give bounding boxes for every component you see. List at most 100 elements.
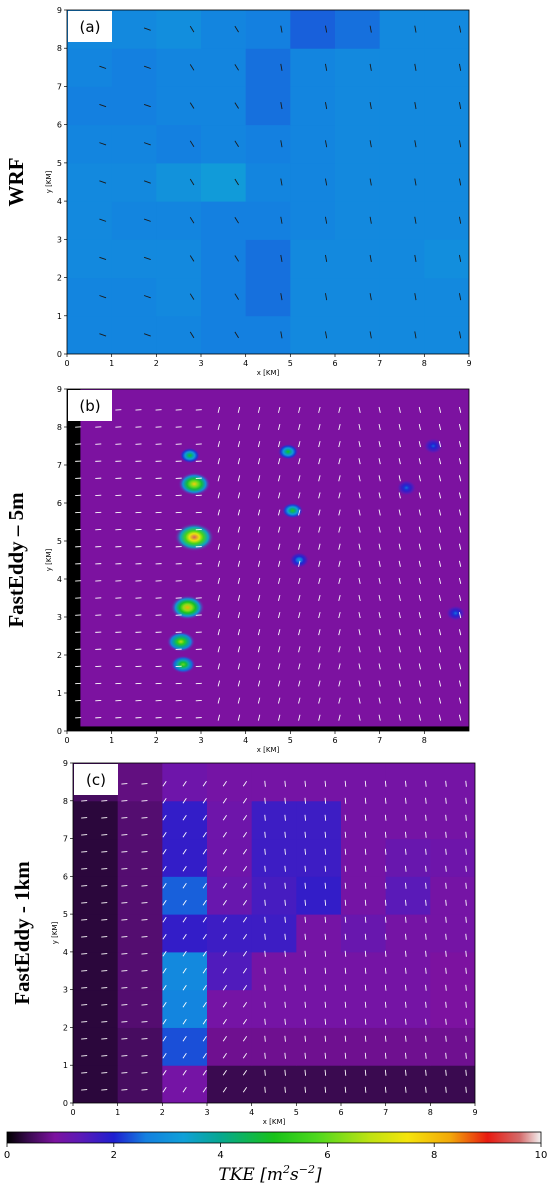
wind-vectors [81,780,467,1093]
wind-arrow [344,1035,347,1042]
wind-arrow [364,1018,367,1025]
wind-arrow [304,1001,307,1008]
wind-arrow [298,492,301,499]
colorbar-tick-label: 6 [324,1150,330,1161]
wind-arrow [338,560,341,567]
tke-cell [117,914,163,953]
wind-arrow [304,933,307,940]
tke-cell [385,838,431,877]
wind-arrow [364,848,367,855]
wind-arrow [237,697,241,704]
wind-arrow [234,255,239,262]
wind-arrow [257,441,261,448]
wind-arrow [344,1052,347,1059]
wind-arrow [304,831,307,838]
wind-arrow [438,406,442,413]
tke-cell [424,239,469,279]
tke-cell [341,1027,387,1066]
wind-arrow [358,680,361,687]
wind-arrow [284,950,286,957]
wind-arrow [445,1086,447,1093]
wind-arrow [182,832,187,838]
wind-arrow [458,475,462,482]
wind-arrow [304,1035,307,1042]
wind-arrow [298,509,301,516]
wind-arrow [445,848,447,855]
tke-cell [111,201,157,240]
wind-arrow [458,492,462,499]
wind-arrow [438,714,442,721]
y-tick-label: 3 [57,235,62,244]
wind-arrow [364,1001,367,1008]
wind-arrow [344,933,347,940]
wind-arrow [143,295,151,299]
wind-arrow [284,967,286,974]
tke-cell [67,277,113,317]
wind-arrow [344,882,347,889]
wind-arrow [280,293,283,301]
wind-arrow [418,509,421,516]
wind-arrow [189,255,195,262]
wind-arrow [264,1052,266,1059]
wind-arrow [237,577,241,584]
tke-cell [430,951,475,991]
tke-cell [341,800,387,840]
wind-arrow [162,1019,167,1025]
wind-arrow [398,680,401,687]
tke-cell [385,876,431,915]
tke-cell [430,1065,475,1103]
wind-arrow [278,543,281,550]
tke-hotspot [423,438,444,454]
wind-arrow [242,934,248,940]
wind-arrow [242,951,248,957]
wind-arrow [465,865,467,872]
wind-arrow [405,1086,407,1093]
wind-arrow [364,916,367,923]
panel-a: (a) 0 1 2 3 4 5 6 7 8 9 0 1 2 3 4 5 6 7 8 9 x [KM] y [KM] WRF [4,6,472,377]
wind-arrow [398,543,401,550]
tke-cell [296,1027,342,1066]
wind-arrow [384,848,387,855]
tke-cell [251,951,297,991]
wind-arrow [384,1035,387,1042]
tke-cell [335,86,381,126]
tke-cell [156,239,202,279]
tke-cell [117,763,163,802]
wind-arrow [264,865,266,872]
tke-hotspot [170,595,205,620]
wind-arrow [458,697,462,704]
wind-arrow [445,831,447,838]
tke-cell [341,989,387,1028]
wind-arrow [358,629,361,636]
wind-arrow [465,916,467,923]
wind-arrow [298,663,301,670]
wind-arrow [162,798,167,804]
tke-cell [335,277,381,317]
wind-arrow [384,797,387,804]
tke-cell [430,763,475,802]
wind-arrow [284,814,286,821]
wind-arrow [378,458,381,465]
wind-arrow [217,560,221,567]
wind-arrow [304,1052,307,1059]
wind-arrow [99,103,107,108]
tke-cell [111,239,157,279]
wind-arrow [257,612,261,619]
x-tick-label: 5 [288,736,293,745]
wind-arrow [324,950,327,957]
wind-arrow [237,560,241,567]
wind-arrow [398,612,401,619]
wind-arrow [405,1052,407,1059]
wind-arrow [405,814,407,821]
wind-arrow [384,967,387,974]
wind-arrow [242,985,248,991]
wind-arrow [325,216,328,224]
wind-arrow [264,831,266,838]
wind-arrow [242,917,248,923]
wind-arrow [242,883,248,889]
panel-label-box [68,11,112,42]
wind-arrow [257,646,261,653]
wind-arrow [369,254,372,262]
wind-arrow [162,849,167,855]
wind-arrow [378,560,381,567]
